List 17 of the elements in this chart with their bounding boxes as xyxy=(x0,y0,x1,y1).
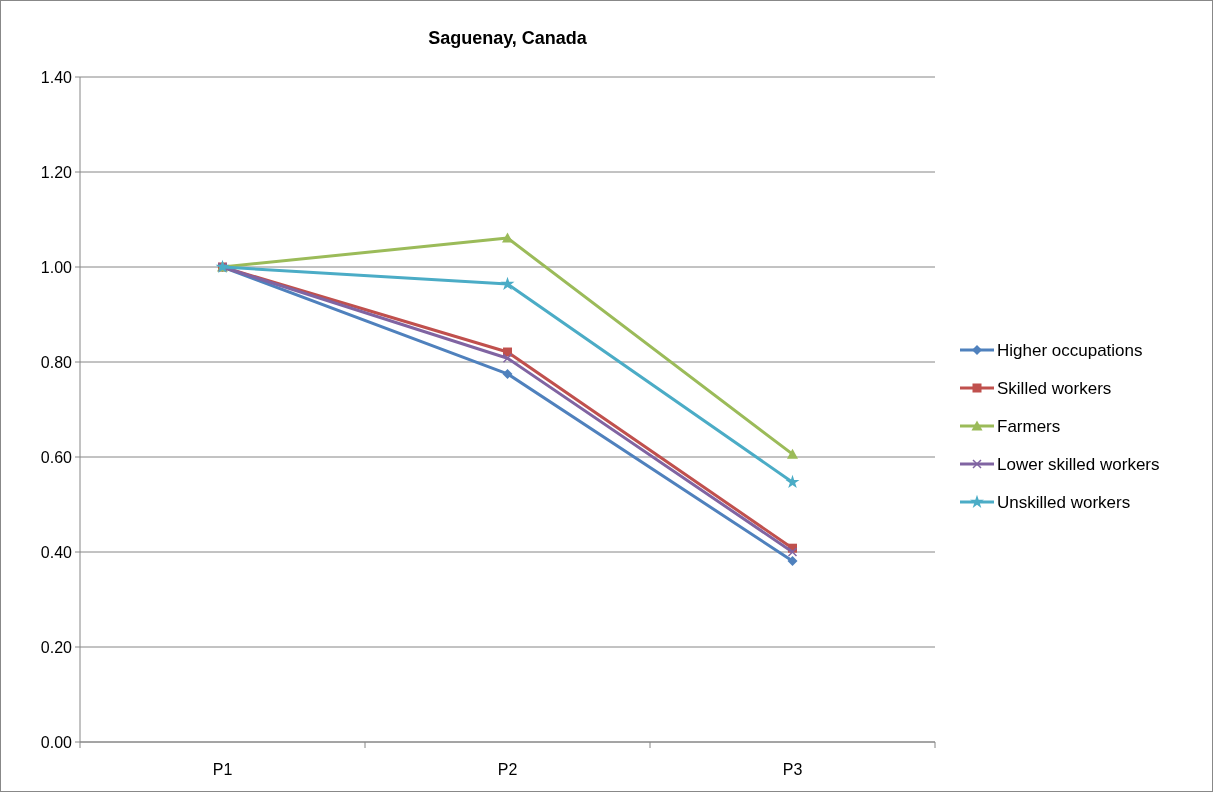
y-tick-label: 0.00 xyxy=(40,733,73,751)
y-tick-label: 0.20 xyxy=(40,638,73,656)
legend-label: Lower skilled workers xyxy=(997,454,1160,474)
y-tick-label: 1.00 xyxy=(40,258,73,276)
y-tick-label: 0.40 xyxy=(40,543,73,561)
x-tick-label: P1 xyxy=(212,761,233,778)
y-tick-label: 0.80 xyxy=(40,353,73,371)
legend-label: Unskilled workers xyxy=(997,492,1131,512)
legend-label: Farmers xyxy=(997,416,1061,436)
chart-title: Saguenay, Canada xyxy=(428,28,588,48)
legend-label: Higher occupations xyxy=(997,340,1143,360)
y-tick-label: 0.60 xyxy=(40,448,73,466)
x-tick-label: P2 xyxy=(497,761,518,778)
x-tick-label: P3 xyxy=(782,761,803,778)
legend-label: Skilled workers xyxy=(997,378,1112,398)
y-tick-label: 1.20 xyxy=(40,163,73,181)
y-tick-label: 1.40 xyxy=(40,68,73,86)
